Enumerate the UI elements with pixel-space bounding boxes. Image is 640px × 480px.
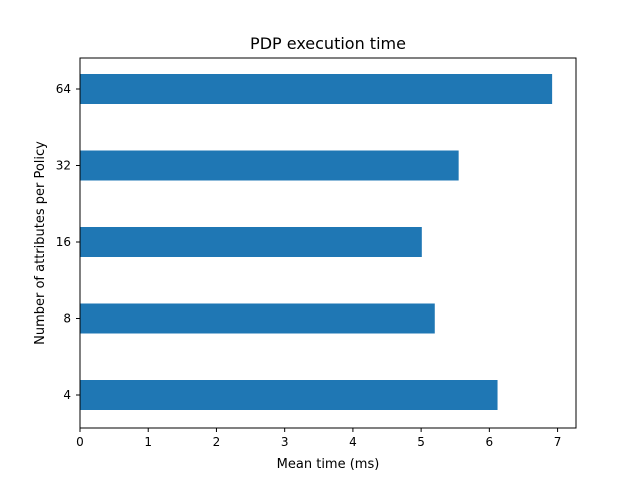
bar-4 [80,380,498,410]
x-tick-label: 7 [554,435,562,449]
bar-64 [80,74,553,104]
x-tick-label: 1 [144,435,152,449]
y-tick-label: 4 [63,388,71,402]
chart-title: PDP execution time [250,34,406,53]
y-axis-label: Number of attributes per Policy [33,141,48,345]
x-tick-label: 5 [417,435,425,449]
y-axis-ticks: 4 8 16 32 64 [56,82,80,402]
x-axis-label: Mean time (ms) [277,457,380,472]
plot-area-frame [79,57,577,429]
x-tick-label: 4 [349,435,357,449]
x-tick-label: 6 [486,435,494,449]
y-tick-label: 64 [56,82,71,96]
bars-group [80,74,553,410]
bar-16 [80,227,422,257]
bar-8 [80,303,435,334]
y-tick-label: 16 [56,235,71,249]
y-tick-label: 8 [63,312,71,326]
bar-32 [80,150,459,181]
x-tick-label: 3 [281,435,289,449]
x-tick-label: 2 [213,435,221,449]
x-tick-label: 0 [76,435,84,449]
y-tick-label: 32 [56,159,71,173]
x-axis-ticks: 0 1 2 3 4 5 6 7 [76,428,561,449]
